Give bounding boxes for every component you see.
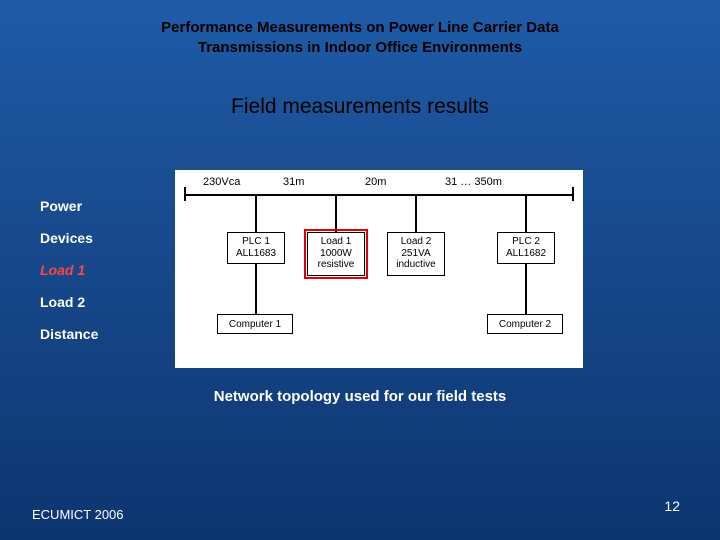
sidebar-item-devices: Devices	[40, 230, 98, 246]
node-box-2: Load 2251VAinductive	[387, 232, 445, 276]
node-2-line-2: inductive	[390, 259, 442, 271]
subtitle: Field measurements results	[0, 95, 720, 119]
segment-label-0: 230Vca	[203, 176, 240, 188]
drop-line-2	[415, 194, 417, 232]
drop-line-1	[335, 194, 337, 232]
page-number: 12	[664, 498, 680, 514]
sidebar-item-distance: Distance	[40, 326, 98, 342]
topology-diagram: 230Vca31m20m31 … 350mPLC 1ALL1683Load 11…	[175, 170, 583, 368]
computer-box-0: Computer 1	[217, 314, 293, 334]
segment-label-2: 20m	[365, 176, 386, 188]
sidebar-item-load2: Load 2	[40, 294, 98, 310]
title-line-2: Transmissions in Indoor Office Environme…	[198, 39, 522, 56]
node-box-3: PLC 2ALL1682	[497, 232, 555, 264]
title-line-1: Performance Measurements on Power Line C…	[161, 19, 559, 36]
sidebar-item-power: Power	[40, 198, 98, 214]
highlight-box	[304, 229, 368, 279]
endcap-1	[572, 187, 574, 201]
computer-line-1	[525, 264, 527, 314]
computer-box-1: Computer 2	[487, 314, 563, 334]
drop-line-3	[525, 194, 527, 232]
node-3-line-1: ALL1682	[500, 248, 552, 260]
drop-line-0	[255, 194, 257, 232]
sidebar: Power Devices Load 1 Load 2 Distance	[40, 198, 98, 358]
endcap-0	[184, 187, 186, 201]
node-2-line-1: 251VA	[390, 248, 442, 260]
segment-label-1: 31m	[283, 176, 304, 188]
segment-label-3: 31 … 350m	[445, 176, 502, 188]
busbar	[185, 194, 573, 196]
node-0-line-0: PLC 1	[230, 236, 282, 248]
footer-left: ECUMICT 2006	[32, 507, 124, 522]
node-0-line-1: ALL1683	[230, 248, 282, 260]
computer-line-0	[255, 264, 257, 314]
node-3-line-0: PLC 2	[500, 236, 552, 248]
node-2-line-0: Load 2	[390, 236, 442, 248]
sidebar-item-load1: Load 1	[40, 262, 98, 278]
page-title: Performance Measurements on Power Line C…	[0, 0, 720, 57]
node-box-0: PLC 1ALL1683	[227, 232, 285, 264]
diagram-caption: Network topology used for our field test…	[0, 388, 720, 405]
